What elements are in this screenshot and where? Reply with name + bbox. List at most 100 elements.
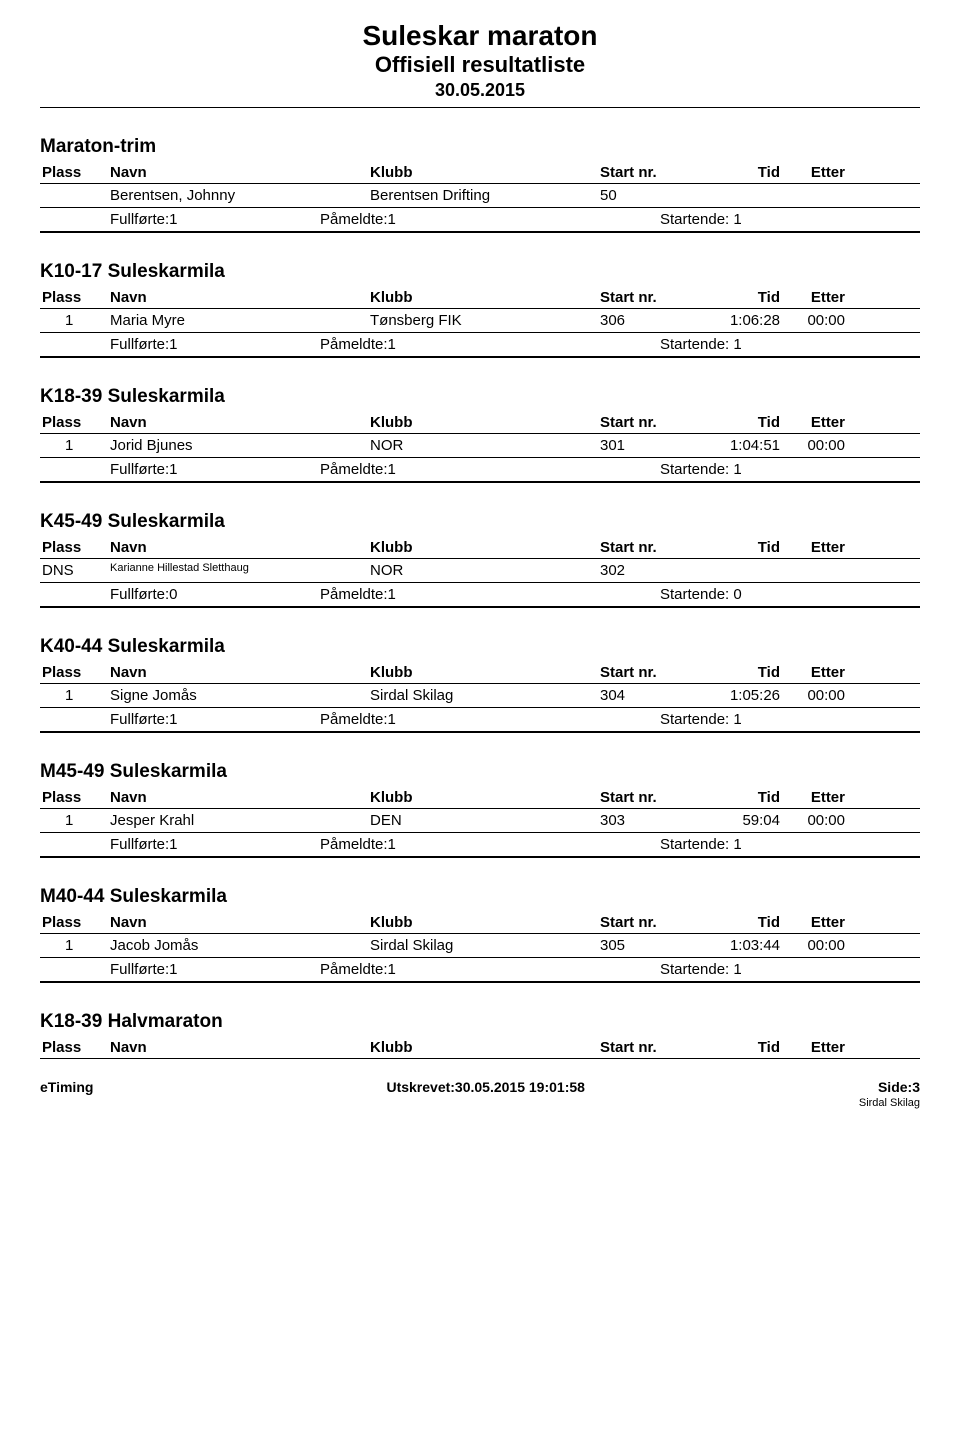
col-etter-header: Etter <box>780 164 850 181</box>
summary-row: Fullførte:0Påmeldte:1Startende: 0 <box>40 583 920 608</box>
table-row: 1Jacob JomåsSirdal Skilag3051:03:4400:00 <box>40 934 920 958</box>
cell-navn: Berentsen, Johnny <box>110 187 370 204</box>
table-header: PlassNavnKlubbStart nr.TidEtter <box>40 412 920 434</box>
summary-startende: Startende: 1 <box>600 711 920 728</box>
section-title: K18-39 Suleskarmila <box>40 386 920 408</box>
table-row: 1Jesper KrahlDEN30359:0400:00 <box>40 809 920 833</box>
col-tid-header: Tid <box>700 789 780 806</box>
table-row: 1Jorid BjunesNOR3011:04:5100:00 <box>40 434 920 458</box>
cell-tid <box>700 187 780 204</box>
footer-left: eTiming <box>40 1079 93 1095</box>
page-subtitle: Offisiell resultatliste <box>40 52 920 78</box>
cell-plass: 1 <box>40 437 110 454</box>
summary-pameldte: Påmeldte:1 <box>320 336 600 353</box>
result-section: K45-49 SuleskarmilaPlassNavnKlubbStart n… <box>40 511 920 608</box>
summary-fullforte: Fullførte:1 <box>40 211 320 228</box>
table-header: PlassNavnKlubbStart nr.TidEtter <box>40 287 920 309</box>
cell-startnr: 302 <box>600 562 700 579</box>
col-navn-header: Navn <box>110 164 370 181</box>
summary-fullforte: Fullførte:1 <box>40 336 320 353</box>
summary-pameldte: Påmeldte:1 <box>320 586 600 603</box>
col-startnr-header: Start nr. <box>600 1039 700 1056</box>
result-section: Maraton-trimPlassNavnKlubbStart nr.TidEt… <box>40 136 920 233</box>
cell-etter: 00:00 <box>780 812 850 829</box>
summary-fullforte: Fullførte:1 <box>40 711 320 728</box>
cell-klubb: NOR <box>370 437 600 454</box>
page-date: 30.05.2015 <box>40 80 920 101</box>
summary-pameldte: Påmeldte:1 <box>320 836 600 853</box>
cell-plass <box>40 187 110 204</box>
col-plass-header: Plass <box>40 164 110 181</box>
section-title: K40-44 Suleskarmila <box>40 636 920 658</box>
col-startnr-header: Start nr. <box>600 789 700 806</box>
col-klubb-header: Klubb <box>370 664 600 681</box>
col-etter-header: Etter <box>780 414 850 431</box>
summary-row: Fullførte:1Påmeldte:1Startende: 1 <box>40 208 920 233</box>
col-startnr-header: Start nr. <box>600 914 700 931</box>
summary-startende: Startende: 1 <box>600 961 920 978</box>
col-plass-header: Plass <box>40 414 110 431</box>
page-title: Suleskar maraton <box>40 20 920 52</box>
col-plass-header: Plass <box>40 539 110 556</box>
cell-etter: 00:00 <box>780 312 850 329</box>
cell-tid: 1:06:28 <box>700 312 780 329</box>
col-plass-header: Plass <box>40 914 110 931</box>
cell-etter: 00:00 <box>780 687 850 704</box>
table-row: DNSKarianne Hillestad SletthaugNOR302 <box>40 559 920 583</box>
col-klubb-header: Klubb <box>370 1039 600 1056</box>
summary-fullforte: Fullførte:0 <box>40 586 320 603</box>
col-tid-header: Tid <box>700 414 780 431</box>
col-startnr-header: Start nr. <box>600 164 700 181</box>
col-klubb-header: Klubb <box>370 289 600 306</box>
cell-etter <box>780 187 850 204</box>
summary-row: Fullførte:1Påmeldte:1Startende: 1 <box>40 833 920 858</box>
cell-plass: 1 <box>40 687 110 704</box>
cell-klubb: Sirdal Skilag <box>370 687 600 704</box>
col-plass-header: Plass <box>40 664 110 681</box>
summary-fullforte: Fullførte:1 <box>40 836 320 853</box>
cell-tid: 1:05:26 <box>700 687 780 704</box>
section-title: M45-49 Suleskarmila <box>40 761 920 783</box>
col-navn-header: Navn <box>110 289 370 306</box>
result-section: M45-49 Suleskarmila PlassNavnKlubbStart n… <box>40 761 920 858</box>
result-section: K18-39 HalvmaratonPlassNavnKlubbStart nr… <box>40 1011 920 1059</box>
summary-row: Fullførte:1Påmeldte:1Startende: 1 <box>40 708 920 733</box>
col-tid-header: Tid <box>700 289 780 306</box>
footer-center: Utskrevet:30.05.2015 19:01:58 <box>386 1079 584 1095</box>
cell-startnr: 304 <box>600 687 700 704</box>
section-title: K18-39 Halvmaraton <box>40 1011 920 1033</box>
cell-startnr: 301 <box>600 437 700 454</box>
cell-plass: 1 <box>40 812 110 829</box>
cell-plass: DNS <box>40 562 110 579</box>
cell-klubb: Sirdal Skilag <box>370 937 600 954</box>
table-header: PlassNavnKlubbStart nr.TidEtter <box>40 912 920 934</box>
cell-tid: 1:03:44 <box>700 937 780 954</box>
cell-startnr: 305 <box>600 937 700 954</box>
footer-right: Side:3 <box>878 1079 920 1095</box>
summary-fullforte: Fullførte:1 <box>40 461 320 478</box>
result-section: K40-44 SuleskarmilaPlassNavnKlubbStart n… <box>40 636 920 733</box>
cell-plass: 1 <box>40 937 110 954</box>
col-startnr-header: Start nr. <box>600 539 700 556</box>
summary-row: Fullførte:1Påmeldte:1Startende: 1 <box>40 458 920 483</box>
cell-navn: Jesper Krahl <box>110 812 370 829</box>
col-plass-header: Plass <box>40 1039 110 1056</box>
col-startnr-header: Start nr. <box>600 414 700 431</box>
cell-klubb: Tønsberg FIK <box>370 312 600 329</box>
summary-pameldte: Påmeldte:1 <box>320 961 600 978</box>
cell-etter: 00:00 <box>780 937 850 954</box>
col-tid-header: Tid <box>700 1039 780 1056</box>
table-row: Berentsen, JohnnyBerentsen Drifting50 <box>40 184 920 208</box>
col-navn-header: Navn <box>110 789 370 806</box>
cell-plass: 1 <box>40 312 110 329</box>
cell-navn: Signe Jomås <box>110 687 370 704</box>
col-navn-header: Navn <box>110 539 370 556</box>
table-row: 1Signe JomåsSirdal Skilag3041:05:2600:00 <box>40 684 920 708</box>
summary-startende: Startende: 0 <box>600 586 920 603</box>
footer-partial: Sirdal Skilag <box>40 1097 920 1109</box>
col-klubb-header: Klubb <box>370 539 600 556</box>
cell-klubb: DEN <box>370 812 600 829</box>
table-header: PlassNavnKlubbStart nr.TidEtter <box>40 787 920 809</box>
summary-row: Fullførte:1Påmeldte:1Startende: 1 <box>40 958 920 983</box>
cell-startnr: 50 <box>600 187 700 204</box>
